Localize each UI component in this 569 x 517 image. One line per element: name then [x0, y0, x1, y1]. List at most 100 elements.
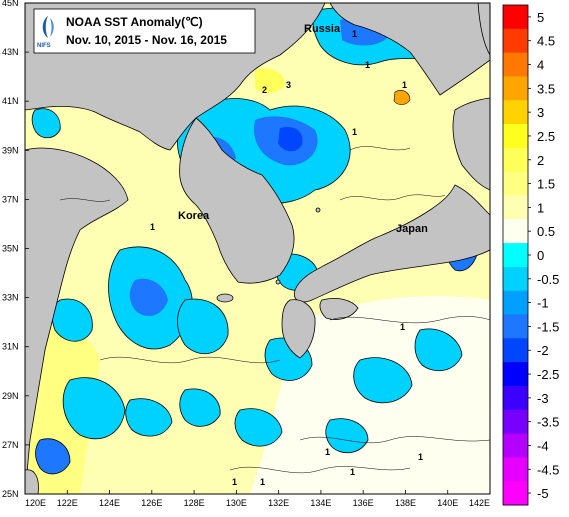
x-tick-label: 134E: [310, 498, 331, 508]
x-tick-label: 140E: [437, 498, 458, 508]
contour-line: [329, 316, 490, 324]
colorbar-label: 0.5: [537, 224, 555, 239]
colorbar-label: 3: [537, 105, 544, 120]
land-japan-kyushu: [281, 299, 316, 359]
colorbar-segment: [503, 385, 528, 411]
colorbar-label: 1: [537, 200, 544, 215]
colorbar-label: -1.5: [537, 319, 559, 334]
label-russia: Russia: [304, 23, 341, 35]
title-box: NIFS NOAA SST Anomaly(℃) Nov. 10, 2015 -…: [33, 8, 256, 54]
land-jeju: [216, 293, 234, 303]
colorbar-label: 4: [537, 58, 544, 73]
colorbar-segment: [503, 433, 528, 458]
cold-patch: [414, 328, 463, 372]
cold-patch: [353, 357, 413, 404]
x-tick-label: 130E: [226, 498, 247, 508]
land-china-coast: [25, 147, 129, 494]
x-tick-label: 128E: [184, 498, 205, 508]
colorbar-segment: [503, 5, 528, 30]
y-axis: 45N 43N 41N 39N 37N 35N 33N 31N 29N 27N 25N: [2, 0, 29, 499]
colorbar-label: 2.5: [537, 129, 555, 144]
colorbar-segment: [503, 124, 528, 149]
colorbar-label: 1.5: [537, 177, 555, 192]
cold-patch: [234, 408, 283, 447]
y-tick-label: 35N: [2, 244, 19, 254]
contour-label: 1: [352, 127, 357, 137]
colorbar-label: 3.5: [537, 81, 555, 96]
colorbar-segment: [503, 457, 528, 482]
y-tick-label: 25N: [2, 489, 19, 499]
cold-patch: [62, 377, 126, 440]
contour-label: 1: [402, 80, 407, 90]
contour-line: [299, 436, 490, 444]
colorbar-label: 0: [537, 248, 544, 263]
colorbar-segment: [503, 195, 528, 220]
contour-line: [99, 356, 281, 364]
contour-label: 2: [262, 85, 267, 95]
nifs-logo-icon: [42, 16, 48, 38]
contour-label: 1: [232, 477, 237, 487]
colorbar-label: 5: [537, 10, 544, 25]
contour-lines: [59, 146, 490, 474]
x-tick-label: 138E: [395, 498, 416, 508]
x-tick-label: 124E: [99, 498, 120, 508]
map-panel: 1 3 2 1 1 1 1 1 1 1 1 1 1 Russia Korea J…: [25, 3, 490, 494]
colorbar-segment: [503, 290, 528, 316]
land-japan-shikoku: [319, 298, 359, 320]
cold-patch: [31, 108, 61, 139]
x-tick-label: 136E: [353, 498, 374, 508]
x-tick-label: 132E: [268, 498, 289, 508]
land-russia: [329, 3, 490, 96]
title-line-1: NOAA SST Anomaly(℃): [66, 15, 203, 29]
cold-patch: [129, 278, 168, 316]
contour-label: 1: [350, 467, 355, 477]
land-japan-hokkaido: [452, 97, 490, 191]
x-tick-label: 120E: [25, 498, 46, 508]
y-tick-label: 33N: [2, 293, 19, 303]
contour-label: 1: [352, 29, 357, 39]
colorbar-label: -2: [537, 343, 549, 358]
nifs-logo-text: NIFS: [37, 43, 51, 49]
y-tick-label: 29N: [2, 391, 19, 401]
nifs-logo-icon: [50, 18, 54, 37]
colorbar-segment: [503, 314, 528, 339]
label-japan: Japan: [396, 223, 428, 235]
contour-line: [339, 194, 446, 201]
colorbar-label: -4: [537, 438, 549, 453]
colorbar-label: -1: [537, 296, 549, 311]
colorbar-segment: [503, 481, 528, 506]
colorbar-segment: [503, 76, 528, 101]
title-box-background: [33, 8, 256, 54]
colorbar-label: -2.5: [537, 367, 559, 382]
colorbar-segment: [503, 52, 528, 77]
y-tick-label: 45N: [2, 0, 19, 8]
cold-patch: [125, 398, 173, 437]
colorbar-label: -3.5: [537, 415, 559, 430]
contour-line: [229, 466, 411, 474]
colorbar-segment: [503, 243, 528, 268]
colorbar-label: -4.5: [537, 462, 559, 477]
contour-label: 3: [286, 80, 291, 90]
contour-label: 1: [325, 447, 330, 457]
land-island: [275, 279, 281, 285]
colorbar: 5 4.5 4 3.5 3 2.5 2 1.5 1 0.5 0 -0.5 -1 -1.5 -2 -2.5 -3 -…: [502, 4, 559, 506]
colorbar-segment: [503, 266, 528, 292]
land-taiwan: [25, 469, 39, 494]
y-tick-label: 37N: [2, 194, 19, 204]
colorbar-label: -0.5: [537, 272, 559, 287]
y-tick-label: 41N: [2, 96, 19, 106]
nifs-logo: NIFS: [37, 16, 54, 49]
cold-patch: [35, 438, 71, 475]
land-island: [315, 207, 321, 213]
colorbar-segment: [503, 338, 528, 363]
colorbar-label: -3: [537, 391, 549, 406]
y-tick-label: 39N: [2, 145, 19, 155]
warm-anomaly-spot: [393, 90, 411, 105]
cold-patch: [278, 126, 303, 152]
label-korea: Korea: [178, 210, 210, 222]
cold-patch: [179, 388, 221, 427]
colorbar-segment: [503, 147, 528, 173]
colorbar-segment: [503, 362, 528, 387]
x-tick-label: 122E: [57, 498, 78, 508]
